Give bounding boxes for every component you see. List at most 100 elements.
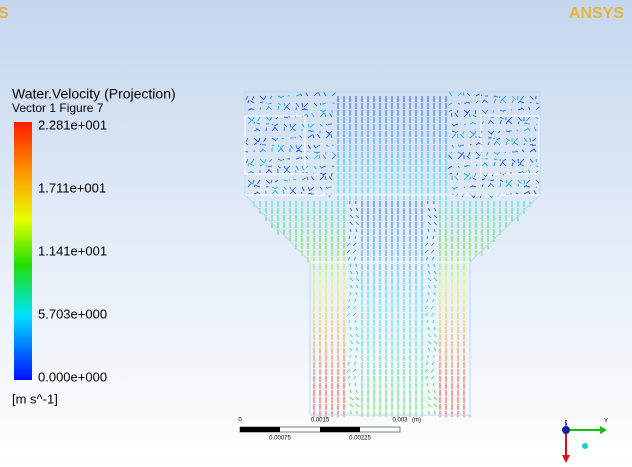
vector: [431, 313, 434, 316]
vector: [356, 397, 359, 400]
vector: [428, 327, 429, 330]
vector: [536, 103, 539, 104]
vector: [310, 124, 314, 127]
vector: [464, 166, 467, 167]
vector: [331, 134, 332, 138]
vector: [348, 257, 350, 260]
vector: [274, 127, 278, 131]
vector: [301, 157, 302, 159]
vector: [516, 193, 518, 194]
vector: [428, 390, 429, 393]
vector: [308, 124, 309, 128]
vector: [431, 250, 434, 253]
vector: [356, 229, 357, 232]
vector: [472, 122, 476, 124]
vector: [452, 124, 454, 127]
vector: [434, 278, 437, 281]
vector: [320, 176, 324, 180]
vector: [461, 152, 464, 155]
vector: [463, 92, 464, 96]
vector: [492, 194, 494, 197]
vector: [434, 397, 437, 400]
vector: [306, 114, 308, 117]
vector: [464, 187, 465, 188]
vector: [356, 285, 358, 288]
vector: [425, 369, 428, 372]
vector: [274, 187, 278, 189]
vector: [262, 149, 266, 152]
vector: [311, 131, 314, 132]
vector: [350, 215, 353, 218]
vector: [536, 106, 540, 110]
vector: [269, 169, 272, 173]
vector: [353, 376, 356, 379]
vector: [284, 124, 287, 127]
vector: [494, 99, 496, 103]
vector: [473, 131, 476, 135]
vector: [266, 107, 269, 110]
triad-arrow: [600, 426, 607, 434]
vector: [350, 327, 351, 330]
vector: [470, 144, 471, 145]
vector: [524, 129, 528, 131]
vector: [496, 141, 500, 145]
vector: [470, 135, 474, 138]
vector: [286, 107, 290, 110]
vector: [350, 341, 353, 344]
vector: [425, 313, 428, 316]
triad-label: Z: [564, 422, 568, 428]
vector: [254, 129, 257, 131]
vector: [349, 236, 350, 239]
vector: [530, 159, 533, 163]
vector: [433, 236, 434, 239]
vector: [534, 190, 536, 194]
vector: [518, 109, 522, 110]
domain-outline: [245, 92, 540, 415]
vector: [508, 180, 512, 183]
vector: [248, 109, 251, 110]
vector: [323, 155, 326, 159]
scale-label: 0.0015: [311, 418, 330, 424]
vector: [353, 313, 356, 316]
vector: [428, 334, 431, 337]
vector: [260, 149, 263, 152]
vector: [482, 100, 484, 103]
vector: [355, 383, 356, 386]
vector: [473, 115, 476, 117]
vector: [428, 348, 430, 351]
vector: [308, 193, 312, 194]
vector: [314, 166, 316, 169]
vector: [287, 170, 290, 173]
vector: [464, 110, 468, 113]
vector: [433, 320, 434, 323]
vector: [347, 369, 350, 372]
vector: [524, 138, 527, 142]
vector: [428, 341, 431, 344]
vector: [326, 134, 330, 138]
vector: [280, 145, 284, 148]
vector: [325, 176, 326, 180]
vector: [276, 117, 278, 119]
legend-label: 1.141e+001: [38, 243, 107, 258]
vector: [248, 130, 249, 131]
scale-label: 0.00075: [269, 436, 291, 442]
vector: [264, 96, 266, 99]
vector: [527, 117, 530, 121]
vector: [246, 159, 248, 163]
vector: [431, 369, 434, 372]
vector: [488, 142, 489, 145]
vector: [356, 348, 358, 351]
vector: [257, 180, 260, 184]
vector: [260, 107, 261, 110]
vector: [500, 180, 503, 182]
triad-arrow: [562, 455, 570, 463]
vector: [283, 159, 284, 160]
vector: [470, 123, 472, 124]
vector: [301, 192, 302, 194]
color-bar: [14, 122, 32, 380]
vector: [320, 113, 324, 117]
vector: [356, 215, 359, 218]
vector: [425, 250, 428, 253]
vector: [512, 163, 513, 166]
vector: [518, 172, 522, 173]
